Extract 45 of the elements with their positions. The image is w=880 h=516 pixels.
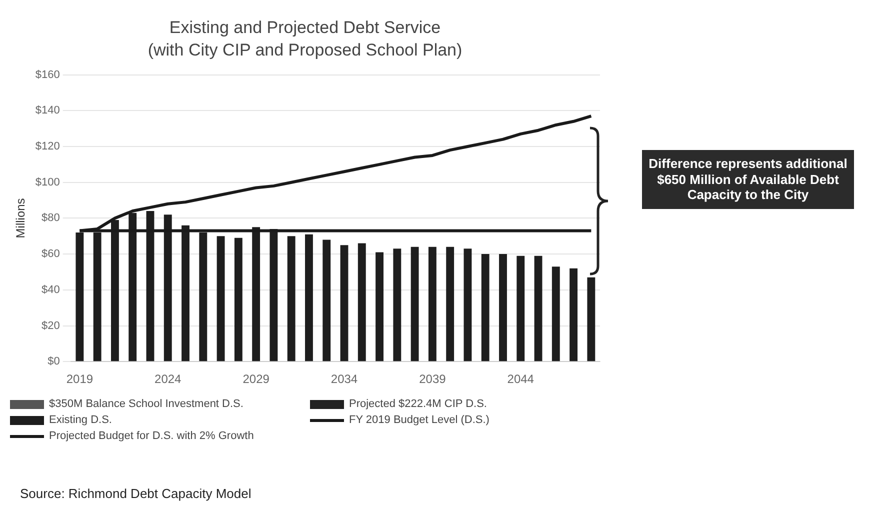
y-axis-title: Millions	[14, 198, 28, 238]
chart-title: Existing and Projected Debt Service	[169, 18, 441, 37]
x-tick-label: 2024	[154, 372, 182, 386]
bar	[516, 256, 525, 362]
bar	[446, 246, 454, 362]
y-tick-label: $0	[48, 356, 60, 368]
legend-label: Existing D.S.	[49, 414, 112, 426]
text: Difference represents additional $650 Million of Available Debt Capacity to the City	[642, 150, 854, 209]
legend-label: Projected Budget for D.S. with 2% Growth	[49, 430, 254, 442]
y-tick-label: $80	[42, 212, 60, 224]
bar	[216, 236, 225, 362]
bar	[552, 266, 560, 362]
bar	[499, 254, 507, 362]
y-tick-label: $100	[35, 176, 60, 188]
y-tick-label: $40	[42, 284, 60, 296]
x-tick-label: 2044	[507, 372, 534, 386]
x-tick-label: 2034	[330, 372, 358, 386]
y-tick-label: $140	[35, 104, 60, 117]
y-tick-label: $160	[35, 68, 60, 81]
bar	[534, 256, 542, 362]
bar	[234, 238, 242, 362]
bar	[340, 245, 348, 362]
legend-label: $350M Balance School Investment D.S.	[49, 398, 244, 410]
bar	[376, 252, 384, 362]
bar	[358, 243, 366, 362]
legend-label: FY 2019 Budget Level (D.S.)	[349, 414, 490, 426]
chart-subtitle: (with City CIP and Proposed School Plan)	[148, 40, 462, 60]
x-tick-label: 2029	[242, 372, 270, 386]
bar	[464, 248, 472, 362]
bar	[570, 268, 578, 362]
bar	[393, 248, 402, 362]
y-tick-label: $60	[42, 248, 60, 260]
bar	[587, 277, 596, 362]
bar	[428, 246, 436, 362]
source-note: Source: Richmond Debt Capacity Model	[20, 486, 252, 501]
bar	[322, 240, 331, 362]
legend-label: Projected $222.4M CIP D.S.	[349, 398, 487, 410]
y-tick-label: $20	[42, 320, 60, 332]
y-tick-label: $120	[35, 140, 60, 153]
x-tick-label: 2039	[419, 372, 446, 386]
x-tick-label: 2019	[66, 372, 94, 386]
bar	[287, 236, 296, 362]
bar	[410, 246, 419, 362]
bar	[481, 254, 490, 362]
bar	[305, 234, 313, 362]
